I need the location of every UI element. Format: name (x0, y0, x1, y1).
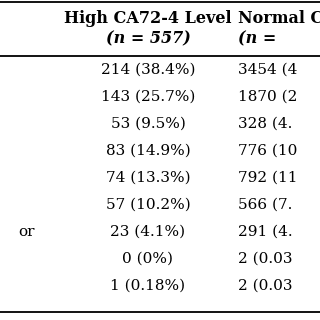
Text: (n =: (n = (238, 30, 276, 47)
Text: 566 (7.: 566 (7. (238, 198, 292, 212)
Text: 2 (0.03: 2 (0.03 (238, 279, 292, 293)
Text: 57 (10.2%): 57 (10.2%) (106, 198, 190, 212)
Text: or: or (19, 225, 35, 239)
Text: 1870 (2: 1870 (2 (238, 90, 297, 104)
Text: 776 (10: 776 (10 (238, 144, 297, 158)
Text: 53 (9.5%): 53 (9.5%) (111, 117, 185, 131)
Text: 143 (25.7%): 143 (25.7%) (101, 90, 195, 104)
Text: 23 (4.1%): 23 (4.1%) (110, 225, 186, 239)
Text: 1 (0.18%): 1 (0.18%) (110, 279, 186, 293)
Text: 291 (4.: 291 (4. (238, 225, 292, 239)
Text: (n = 557): (n = 557) (106, 30, 190, 47)
Text: 328 (4.: 328 (4. (238, 117, 292, 131)
Text: High CA72-4 Level: High CA72-4 Level (64, 10, 232, 27)
Text: 214 (38.4%): 214 (38.4%) (101, 63, 195, 77)
Text: 3454 (4: 3454 (4 (238, 63, 297, 77)
Text: 792 (11: 792 (11 (238, 171, 298, 185)
Text: 74 (13.3%): 74 (13.3%) (106, 171, 190, 185)
Text: Normal C: Normal C (238, 10, 320, 27)
Text: 2 (0.03: 2 (0.03 (238, 252, 292, 266)
Text: 0 (0%): 0 (0%) (123, 252, 173, 266)
Text: 83 (14.9%): 83 (14.9%) (106, 144, 190, 158)
